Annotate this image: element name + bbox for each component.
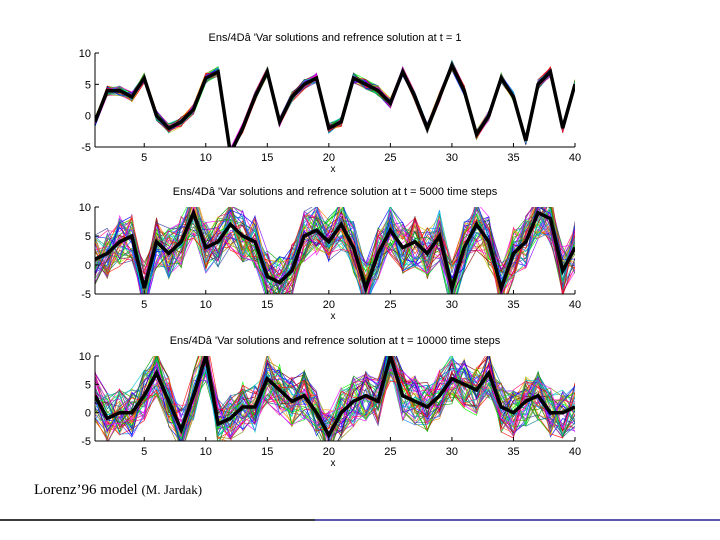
y-tick-label: 5 (85, 79, 91, 91)
x-tick-label: 35 (507, 299, 519, 311)
ensemble-member-line (95, 207, 575, 294)
x-tick-label: 20 (323, 446, 335, 458)
chart-title: Ens/4Dâ 'Var solutions and refrence solu… (209, 32, 462, 44)
x-tick-label: 35 (507, 152, 519, 164)
reference-solution-line (95, 61, 575, 147)
panel-t5000: Ens/4Dâ 'Var solutions and refrence solu… (79, 186, 581, 322)
y-tick-label: 10 (79, 202, 91, 214)
y-tick-label: -5 (81, 436, 91, 448)
panel-t1: Ens/4Dâ 'Var solutions and refrence solu… (79, 32, 581, 175)
plot-area (95, 207, 575, 294)
ensemble-member-line (95, 360, 575, 441)
x-tick-label: 15 (261, 299, 273, 311)
y-tick-label: -5 (81, 289, 91, 301)
x-tick-label: 5 (141, 299, 147, 311)
x-tick-label: 10 (200, 299, 212, 311)
caption-credit: (M. Jardak) (141, 482, 203, 497)
y-tick-label: 10 (79, 48, 91, 60)
ensemble-member-line (95, 60, 575, 147)
x-tick-label: 20 (323, 152, 335, 164)
ensemble-member-line (95, 207, 575, 294)
ensemble-member-line (95, 60, 575, 147)
footer-rule-dark (0, 519, 315, 521)
ensemble-member-line (95, 61, 575, 147)
y-tick-label: 0 (85, 408, 91, 420)
x-tick-label: 30 (446, 152, 458, 164)
x-tick-label: 25 (384, 152, 396, 164)
y-tick-label: -5 (81, 142, 91, 154)
footer-rule (0, 519, 720, 521)
y-tick-label: 0 (85, 111, 91, 123)
ensemble-member-line (95, 60, 575, 147)
plot-area (95, 59, 575, 147)
x-tick-label: 10 (200, 152, 212, 164)
ensemble-member-line (95, 356, 575, 437)
x-tick-label: 40 (569, 446, 581, 458)
x-tick-label: 5 (141, 152, 147, 164)
ensemble-member-line (95, 60, 575, 147)
x-tick-label: 25 (384, 446, 396, 458)
plot-area (95, 356, 575, 441)
x-tick-label: 5 (141, 446, 147, 458)
chart-title: Ens/4Dâ 'Var solutions and refrence solu… (173, 186, 498, 198)
x-tick-label: 15 (261, 446, 273, 458)
x-tick-label: 15 (261, 152, 273, 164)
ensemble-member-line (95, 60, 575, 147)
x-axis-label: x (331, 311, 336, 322)
x-tick-label: 30 (446, 446, 458, 458)
x-tick-label: 35 (507, 446, 519, 458)
x-tick-label: 20 (323, 299, 335, 311)
y-tick-label: 5 (85, 231, 91, 243)
ensemble-member-line (95, 356, 575, 441)
y-tick-label: 5 (85, 379, 91, 391)
x-tick-label: 25 (384, 299, 396, 311)
ensemble-member-line (95, 60, 575, 147)
ensemble-member-line (95, 60, 575, 147)
x-tick-label: 10 (200, 446, 212, 458)
slide-caption: Lorenz’96 model (M. Jardak) (34, 482, 202, 499)
reference-solution-line (95, 356, 575, 439)
ensemble-member-line (95, 59, 575, 147)
x-tick-label: 40 (569, 299, 581, 311)
x-tick-label: 30 (446, 299, 458, 311)
reference-solution-line (95, 207, 575, 294)
y-tick-label: 10 (79, 351, 91, 363)
y-tick-label: 0 (85, 260, 91, 272)
panel-t10000: Ens/4Dâ 'Var solutions and refrence solu… (79, 335, 581, 469)
chart-title: Ens/4Dâ 'Var solutions and refrence solu… (170, 335, 501, 347)
x-axis-label: x (331, 458, 336, 469)
x-axis-label: x (331, 164, 336, 175)
ensemble-member-line (95, 59, 575, 147)
ensemble-member-line (95, 207, 575, 294)
x-tick-label: 40 (569, 152, 581, 164)
ensemble-member-line (95, 60, 575, 147)
footer-rule-accent (315, 519, 720, 521)
caption-main: Lorenz’96 model (34, 482, 138, 498)
